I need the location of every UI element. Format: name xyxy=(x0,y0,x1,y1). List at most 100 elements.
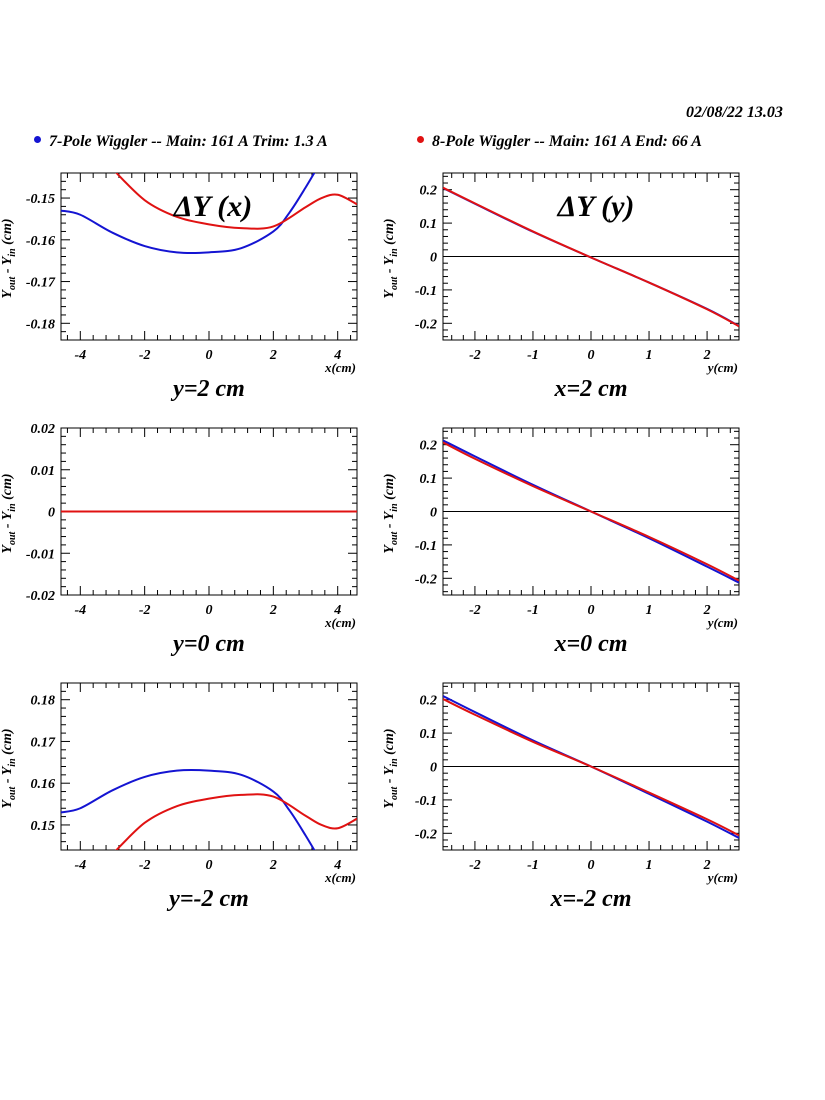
panel-caption: y=2 cm xyxy=(170,376,245,402)
x-tick-label: 4 xyxy=(333,603,341,618)
series-line-7-pole xyxy=(61,769,316,850)
x-tick-label: -2 xyxy=(469,858,481,873)
y-tick-label: 0.1 xyxy=(420,217,438,232)
x-tick-label: -2 xyxy=(139,348,151,363)
series-line-8-pole xyxy=(443,441,739,582)
chart-panel-2: -2 -1 0 1 2 -0.2 -0.1 0 0.1 0.2 y(cm) Yout - Yin (c… xyxy=(382,172,740,402)
y-tick-label: 0.16 xyxy=(31,777,56,792)
x-tick-label: 2 xyxy=(269,603,277,618)
x-tick-label: -2 xyxy=(139,858,151,873)
x-axis-label: x(cm) xyxy=(324,870,356,885)
x-axis-label: y(cm) xyxy=(706,360,738,375)
x-axis-label: y(cm) xyxy=(706,615,738,630)
panel-caption: x=2 cm xyxy=(554,376,628,402)
y-tick-label: -0.1 xyxy=(415,794,437,809)
x-tick-label: 0 xyxy=(588,858,595,873)
x-tick-label: -2 xyxy=(139,603,151,618)
y-tick-label: -0.01 xyxy=(26,547,55,562)
svg-text:Yout - Yin (cm): Yout - Yin (cm) xyxy=(382,728,400,808)
legend-label-8-pole: 8-Pole Wiggler -- Main: 161 A End: 66 A xyxy=(432,133,702,150)
plot-frame xyxy=(60,682,358,851)
x-tick-label: 0 xyxy=(206,348,213,363)
x-tick-label: -4 xyxy=(74,348,86,363)
series-group xyxy=(61,769,357,850)
panel-caption: x=0 cm xyxy=(554,631,628,657)
y-tick-label: 0.01 xyxy=(31,464,56,479)
y-tick-label: -0.18 xyxy=(26,317,55,332)
y-tick-label: 0 xyxy=(430,506,437,521)
x-tick-label: 0 xyxy=(588,603,595,618)
y-tick-label: 0.1 xyxy=(420,727,438,742)
x-tick-label: -2 xyxy=(469,348,481,363)
y-tick-label: -0.02 xyxy=(26,589,55,604)
chart-panel-4: -2 -1 0 1 2 -0.2 -0.1 0 0.1 0.2 y(cm) Yout - Yin (c… xyxy=(382,427,740,657)
x-tick-label: 0 xyxy=(206,858,213,873)
legend-label-7-pole: 7-Pole Wiggler -- Main: 161 A Trim: 1.3 … xyxy=(49,133,328,150)
y-axis-label: Yout - Yin (cm) xyxy=(382,728,400,808)
y-tick-label: -0.1 xyxy=(415,284,437,299)
svg-text:Yout - Yin (cm): Yout - Yin (cm) xyxy=(0,473,18,553)
y-tick-label: 0 xyxy=(430,761,437,776)
chart-panel-3: -4 -2 0 2 4 -0.02 -0.01 0 0.01 0.02 x(cm) Yout - Yi… xyxy=(0,422,358,657)
x-tick-label: -2 xyxy=(469,603,481,618)
chart-panel-6: -2 -1 0 1 2 -0.2 -0.1 0 0.1 0.2 y(cm) Yout - Yin (c… xyxy=(382,682,740,912)
x-tick-label: 1 xyxy=(646,603,653,618)
y-tick-label: 0.02 xyxy=(31,422,56,437)
y-tick-label: 0.15 xyxy=(31,819,56,834)
x-tick-label: -4 xyxy=(74,603,86,618)
x-axis-label: y(cm) xyxy=(706,870,738,885)
legend-item-7-pole: 7-Pole Wiggler -- Main: 161 A Trim: 1.3 … xyxy=(34,133,328,151)
y-tick-label: -0.17 xyxy=(26,276,56,291)
y-tick-label: 0 xyxy=(430,251,437,266)
series-line-8-pole xyxy=(115,793,357,850)
blue-dot-icon xyxy=(34,136,41,143)
y-axis-label: Yout - Yin (cm) xyxy=(0,473,18,553)
y-axis-label: Yout - Yin (cm) xyxy=(0,218,18,298)
x-tick-label: 4 xyxy=(333,348,341,363)
y-tick-label: 0 xyxy=(48,506,55,521)
y-axis-label: Yout - Yin (cm) xyxy=(382,218,400,298)
series-line-8-pole xyxy=(443,698,739,837)
panel-caption: x=-2 cm xyxy=(550,886,632,912)
svg-text:Yout - Yin (cm): Yout - Yin (cm) xyxy=(0,728,18,808)
svg-text:Yout - Yin (cm): Yout - Yin (cm) xyxy=(0,218,18,298)
chart-panel-5: -4 -2 0 2 4 0.15 0.16 0.17 0.18 x(cm) Yout - Yin (… xyxy=(0,682,358,912)
x-tick-label: 4 xyxy=(333,858,341,873)
x-tick-label: 2 xyxy=(703,603,711,618)
plot-title: ΔY (y) xyxy=(557,190,635,223)
series-line-7-pole xyxy=(61,173,316,254)
series-line-8-pole xyxy=(115,173,357,230)
x-tick-label: 2 xyxy=(269,858,277,873)
y-tick-label: -0.16 xyxy=(26,234,55,249)
red-dot-icon xyxy=(417,136,424,143)
x-tick-label: 2 xyxy=(269,348,277,363)
y-tick-label: 0.1 xyxy=(420,472,438,487)
y-tick-label: -0.2 xyxy=(415,827,437,842)
x-tick-label: 1 xyxy=(646,858,653,873)
y-tick-label: 0.2 xyxy=(420,694,438,709)
legend-item-8-pole: 8-Pole Wiggler -- Main: 161 A End: 66 A xyxy=(417,133,702,151)
x-tick-label: 2 xyxy=(703,348,711,363)
x-tick-label: 1 xyxy=(646,348,653,363)
panel-caption: y=0 cm xyxy=(170,631,245,657)
plot-title: ΔY (x) xyxy=(173,190,253,223)
series-group xyxy=(61,173,357,254)
x-tick-label: -4 xyxy=(74,858,86,873)
x-tick-label: -1 xyxy=(527,603,539,618)
y-axis-label: Yout - Yin (cm) xyxy=(0,728,18,808)
y-tick-label: 0.17 xyxy=(31,735,57,750)
datestamp: 02/08/22 13.03 xyxy=(686,104,783,121)
x-tick-label: 0 xyxy=(588,348,595,363)
x-tick-label: -1 xyxy=(527,348,539,363)
x-tick-label: 2 xyxy=(703,858,711,873)
series-line-8-pole xyxy=(443,186,739,328)
y-tick-label: 0.2 xyxy=(420,184,438,199)
svg-text:Yout - Yin (cm): Yout - Yin (cm) xyxy=(382,473,400,553)
series-group xyxy=(443,186,739,328)
svg-text:Yout - Yin (cm): Yout - Yin (cm) xyxy=(382,218,400,298)
x-axis-label: x(cm) xyxy=(324,360,356,375)
series-group xyxy=(443,439,739,584)
y-tick-label: -0.15 xyxy=(26,192,55,207)
panel-caption: y=-2 cm xyxy=(166,886,249,912)
